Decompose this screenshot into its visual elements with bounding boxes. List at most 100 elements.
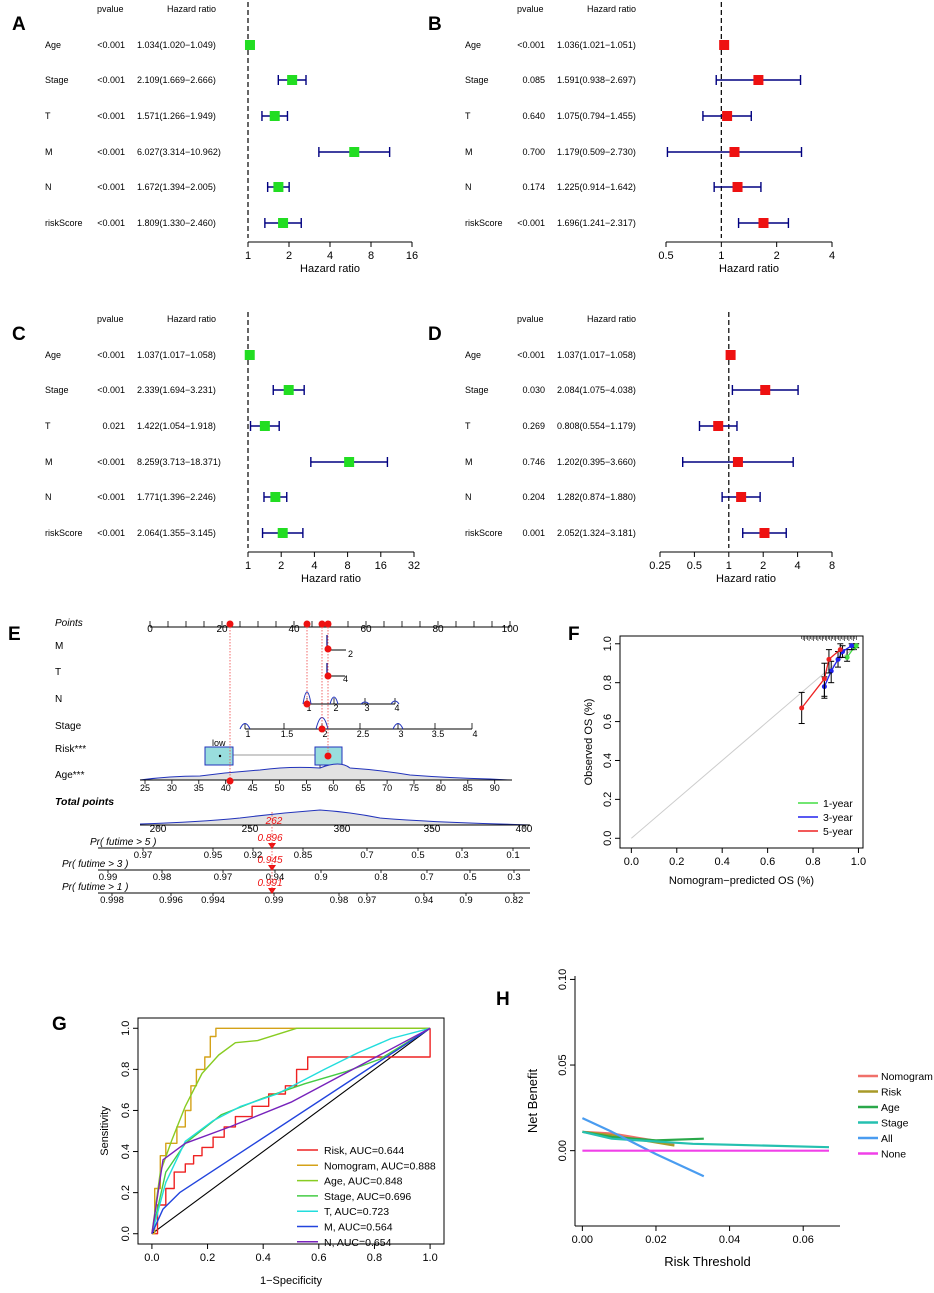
total-selected-value: 262 — [265, 816, 283, 827]
row-hr-text: 1.179(0.509−2.730) — [557, 147, 636, 157]
n-density — [302, 691, 400, 705]
panel-letter-D: D — [428, 324, 442, 345]
age-tick-label: 85 — [463, 783, 473, 793]
hr-point — [278, 218, 289, 228]
x-tick-label: 0.00 — [572, 1234, 593, 1246]
hr-point — [344, 457, 355, 467]
y-tick-label: 0.2 — [602, 792, 614, 807]
x-tick-label: 0.2 — [200, 1252, 215, 1264]
row-pvalue: 0.021 — [102, 421, 125, 431]
panel-letter-A: A — [12, 14, 26, 35]
x-tick-label: 0.5 — [687, 560, 702, 572]
age-tick-label: 30 — [167, 783, 177, 793]
header-hazard-ratio: Hazard ratio — [587, 4, 636, 14]
survival-tick-label: 0.5 — [411, 850, 424, 861]
x-tick-label: 1.0 — [851, 856, 866, 868]
row-label: T — [45, 421, 51, 431]
row-pvalue: 0.269 — [522, 421, 545, 431]
row-label: Age — [465, 350, 481, 360]
panel-letter-G: G — [52, 1014, 67, 1035]
calibration-point — [826, 656, 832, 662]
row-hr-text: 1.422(1.054−1.918) — [137, 421, 216, 431]
legend-label: None — [881, 1149, 906, 1161]
x-axis-title: Risk Threshold — [664, 1254, 750, 1269]
selection-dot — [303, 700, 311, 708]
row-pvalue: 0.001 — [522, 528, 545, 538]
stage-tick-label: 2.5 — [357, 729, 370, 739]
row-pvalue: 0.700 — [522, 147, 545, 157]
x-axis-title: Hazard ratio — [719, 263, 779, 275]
y-tick-label: 0.6 — [602, 714, 614, 729]
hr-point — [259, 421, 270, 431]
variable-label: Risk*** — [55, 744, 86, 755]
age-tick-label: 35 — [194, 783, 204, 793]
legend-label: Stage — [881, 1118, 909, 1130]
age-tick-label: 65 — [355, 783, 365, 793]
row-hr-text: 2.084(1.075−4.038) — [557, 385, 636, 395]
row-label: Stage — [465, 75, 489, 85]
legend-label: T, AUC=0.723 — [324, 1206, 389, 1218]
x-tick-label: 0.2 — [669, 856, 684, 868]
survival-tick-label: 0.98 — [153, 872, 172, 883]
x-tick-label: 8 — [829, 560, 835, 572]
x-tick-label: 0.6 — [760, 856, 775, 868]
calibration-point — [821, 676, 827, 682]
total-density — [139, 809, 531, 826]
variable-label: Stage — [55, 721, 82, 732]
y-axis-title: Net Benefit — [525, 1068, 540, 1133]
total-tick-label: 400 — [516, 824, 533, 835]
x-tick-label: 0.25 — [649, 560, 670, 572]
ideal-diagonal — [631, 643, 859, 839]
row-label: riskScore — [45, 528, 83, 538]
row-label: T — [465, 421, 471, 431]
points-tick-label: 100 — [502, 624, 519, 635]
panel-letter-F: F — [568, 624, 580, 645]
x-axis-title: 1−Specificity — [260, 1275, 323, 1287]
x-tick-label: 0.8 — [805, 856, 820, 868]
calibration-point — [849, 643, 855, 649]
x-axis-title: Hazard ratio — [716, 573, 776, 585]
hr-point — [759, 528, 770, 538]
m-tick-label: 2 — [348, 649, 353, 659]
header-pvalue: pvalue — [517, 314, 544, 324]
survival-tick-label: 0.9 — [459, 895, 472, 906]
hr-point — [722, 111, 733, 121]
row-pvalue: <0.001 — [97, 492, 125, 502]
row-label: Age — [465, 40, 481, 50]
x-tick-label: 0.06 — [792, 1234, 813, 1246]
row-hr-text: 1.809(1.330−2.460) — [137, 218, 216, 228]
hr-point — [753, 75, 764, 85]
header-hazard-ratio: Hazard ratio — [167, 4, 216, 14]
stage-tick-label: 4 — [472, 729, 477, 739]
roc-diagonal — [151, 1027, 431, 1235]
row-pvalue: 0.174 — [522, 182, 545, 192]
x-tick-label: 16 — [375, 560, 387, 572]
roc-curve-0 — [151, 1028, 431, 1235]
x-tick-label: 2 — [278, 560, 284, 572]
row-label: Age — [45, 350, 61, 360]
dca-curve-All — [581, 1117, 705, 1178]
row-hr-text: 2.339(1.694−3.231) — [137, 385, 216, 395]
header-pvalue: pvalue — [97, 4, 124, 14]
n-tick-label: 1 — [306, 703, 311, 713]
survival-tick-label: 0.97 — [358, 895, 377, 906]
mark-t-tick-label: 4 — [343, 674, 348, 684]
x-tick-label: 2 — [760, 560, 766, 572]
survival-tick-label: 0.1 — [506, 850, 519, 861]
variable-label: T — [55, 667, 61, 678]
row-hr-text: 1.036(1.021−1.051) — [557, 40, 636, 50]
row-label: Stage — [45, 385, 69, 395]
row-hr-text: 2.052(1.324−3.181) — [557, 528, 636, 538]
survival-axis-label: Pr( futime > 1 ) — [62, 882, 128, 893]
total-tick-label: 200 — [150, 824, 167, 835]
survival-tick-label: 0.85 — [294, 850, 313, 861]
variable-label: Age*** — [55, 770, 85, 781]
roc-curve-4 — [151, 1027, 431, 1234]
survival-tick-label: 0.99 — [99, 872, 118, 883]
panel-letter-C: C — [12, 324, 26, 345]
row-label: Stage — [465, 385, 489, 395]
selection-dot — [303, 620, 311, 628]
x-tick-label: 4 — [795, 560, 801, 572]
row-pvalue: <0.001 — [97, 147, 125, 157]
x-tick-label: 8 — [345, 560, 351, 572]
